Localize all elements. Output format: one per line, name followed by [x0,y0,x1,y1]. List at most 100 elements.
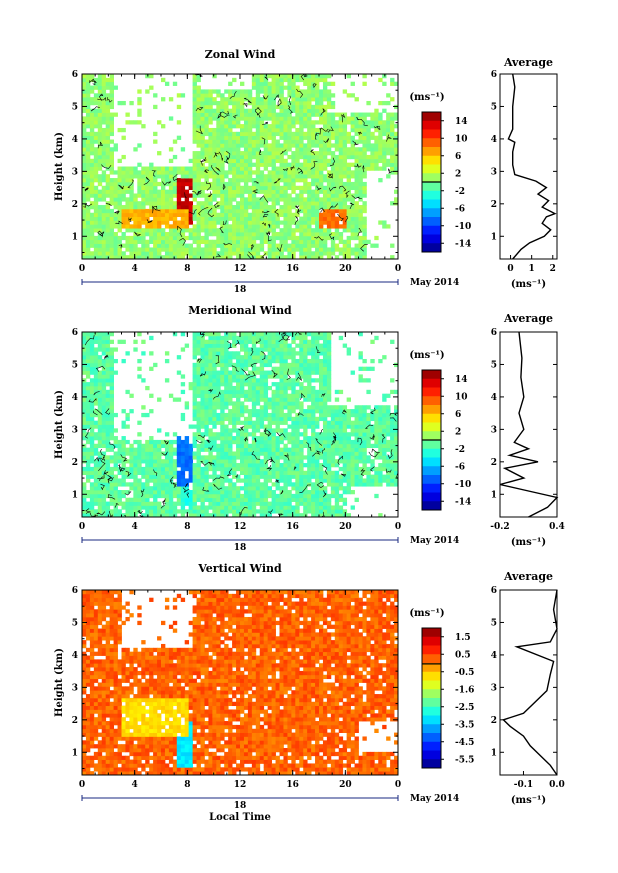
heatmap-cell [311,105,315,109]
heatmap-cell [240,247,244,251]
heatmap-cell [351,213,355,217]
heatmap-cell [244,382,248,386]
heatmap-cell [197,143,201,147]
heatmap-cell [165,478,169,482]
heatmap-cell [351,232,355,236]
heatmap-cell [362,136,366,140]
heatmap-cell [343,182,347,186]
heatmap-cell [303,228,307,232]
heatmap-cell [106,240,110,244]
heatmap-cell [248,482,252,486]
heatmap-cell [94,336,98,340]
heatmap-cell [185,463,189,467]
heatmap-cell [331,213,335,217]
heatmap-cell [125,417,129,421]
heatmap-cell [335,186,339,190]
heatmap-cell [283,236,287,240]
heatmap-cell [204,374,208,378]
heatmap-cell [110,155,114,159]
heatmap-cell [82,213,86,217]
heatmap-cell [240,228,244,232]
heatmap-cell [197,120,201,124]
heatmap-cell [276,394,280,398]
heatmap-cell [145,251,149,255]
heatmap-cell [220,105,224,109]
heatmap-cell [248,228,252,232]
heatmap-cell [374,140,378,144]
heatmap-cell [216,494,220,498]
heatmap-cell [295,421,299,425]
heatmap-cell [264,401,268,405]
heatmap-cell [185,228,189,232]
heatmap-cell [82,116,86,120]
heatmap-cell [193,101,197,105]
heatmap-cell [232,355,236,359]
heatmap-cell [244,336,248,340]
heatmap-cell [299,217,303,221]
heatmap-cell [90,347,94,351]
heatmap-cell [287,401,291,405]
heatmap-cell [110,197,114,201]
heatmap-cell [268,116,272,120]
heatmap-cell [287,351,291,355]
heatmap [82,332,398,517]
heatmap-cell [193,482,197,486]
heatmap-cell [240,93,244,97]
heatmap-cell [149,193,153,197]
heatmap-cell [161,124,165,128]
heatmap-cell [102,367,106,371]
heatmap-cell [137,459,141,463]
heatmap-cell [232,213,236,217]
heatmap-cell [343,116,347,120]
heatmap-cell [181,170,185,174]
heatmap-cell [280,363,284,367]
heatmap-cell [197,205,201,209]
heatmap-cell [347,147,351,151]
heatmap-cell [181,455,185,459]
heatmap-cell [114,86,118,90]
heatmap-cell [86,163,90,167]
heatmap-cell [220,136,224,140]
heatmap-cell [165,498,169,502]
heatmap-cell [283,190,287,194]
heatmap-cell [185,167,189,171]
heatmap-cell [129,240,133,244]
heatmap-cell [287,82,291,86]
heatmap-cell [141,232,145,236]
heatmap-cell [287,74,291,78]
heatmap-cell [236,486,240,490]
heatmap-cell [232,143,236,147]
heatmap-cell [319,251,323,255]
heatmap-cell [260,502,264,506]
heatmap-cell [236,390,240,394]
heatmap-cell [208,155,212,159]
heatmap-cell [216,378,220,382]
heatmap-cell [185,498,189,502]
heatmap-cell [240,97,244,101]
heatmap-cell [145,228,149,232]
heatmap-cell [82,471,86,475]
heatmap-cell [110,113,114,117]
heatmap-cell [161,220,165,224]
heatmap-cell [323,147,327,151]
heatmap-cell [264,174,268,178]
heatmap-cell [264,498,268,502]
heatmap-cell [94,151,98,155]
heatmap-cell [264,89,268,93]
heatmap-cell [362,113,366,117]
heatmap-cell [98,136,102,140]
heatmap-cell [98,86,102,90]
heatmap-cell [86,182,90,186]
heatmap-cell [153,490,157,494]
heatmap-cell [122,444,126,448]
heatmap-cell [362,224,366,228]
heatmap-cell [169,444,173,448]
heatmap-cell [272,332,276,336]
heatmap-cell [252,401,256,405]
heatmap-cell [264,344,268,348]
heatmap-cell [228,82,232,86]
heatmap-cell [86,475,90,479]
heatmap-cell [201,136,205,140]
heatmap-cell [283,428,287,432]
heatmap-cell [232,101,236,105]
